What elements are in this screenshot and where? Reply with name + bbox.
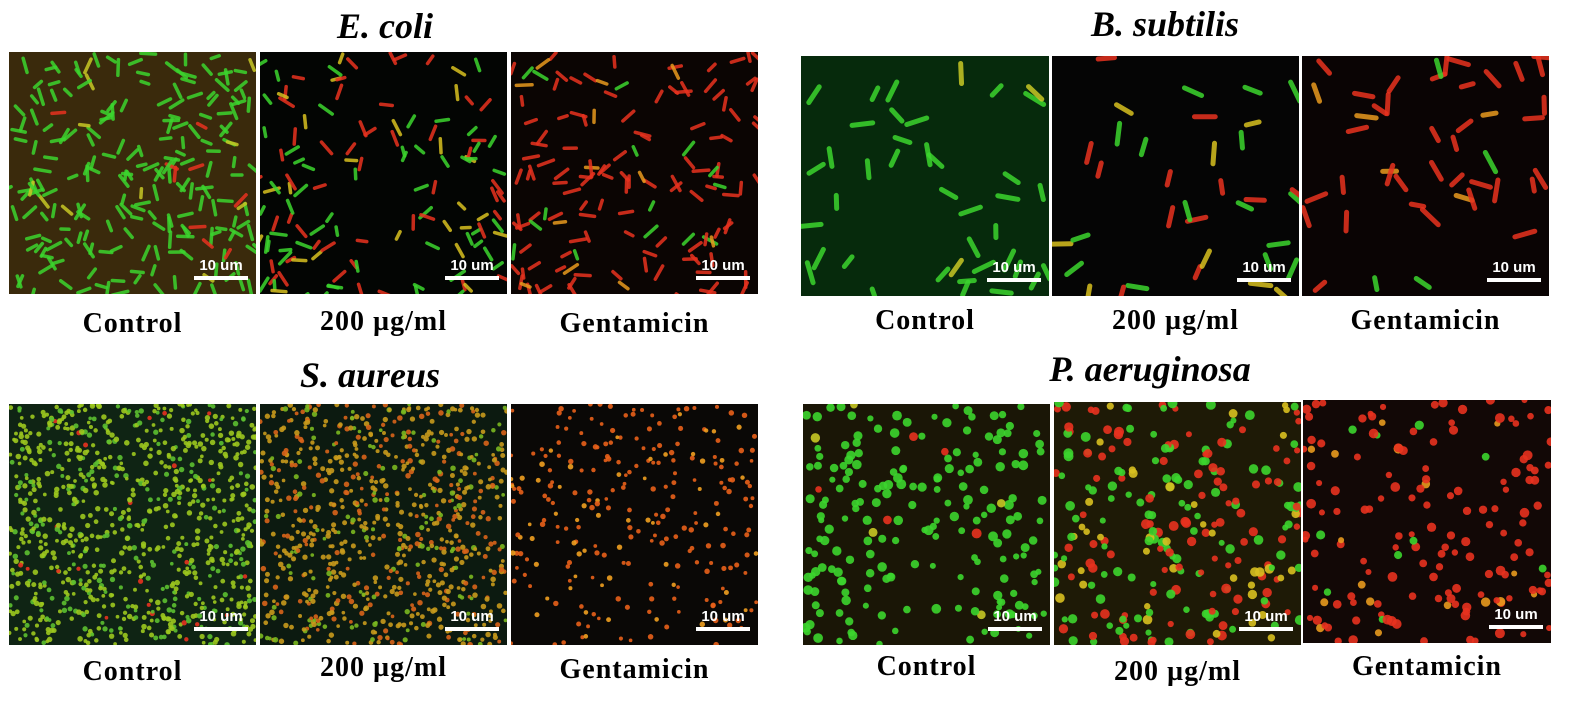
caption-e-coli-control: Control (82, 308, 183, 339)
scale-bar-line (1489, 625, 1543, 629)
micrograph-image (260, 404, 507, 645)
group-title-p-aeruginosa: P. aeruginosa (1049, 349, 1251, 389)
caption-e-coli-200: 200 µg/ml (319, 306, 447, 337)
micrograph-image (803, 404, 1050, 645)
scale-bar-label: 10 um (992, 259, 1036, 276)
scale-bar-label: 10 um (993, 608, 1037, 625)
scale-bar: 10 um (1487, 260, 1541, 286)
micrograph-image (9, 404, 256, 645)
micrograph-image (511, 52, 758, 294)
scale-bar-line (445, 627, 499, 631)
scale-bar-line (194, 276, 248, 280)
group-title-s-aureus: S. aureus (299, 355, 441, 395)
scale-bar-label: 10 um (1492, 259, 1536, 276)
scale-bar-label: 10 um (701, 257, 745, 274)
micrograph-image (801, 56, 1049, 296)
micrograph-image (511, 404, 758, 645)
micrograph-image (1054, 402, 1301, 645)
caption-p-aeruginosa-200: 200 µg/ml (1113, 656, 1241, 687)
micrograph-e-coli-gentamicin: 10 um (511, 52, 758, 294)
scale-bar: 10 um (696, 609, 750, 635)
scale-bar: 10 um (696, 258, 750, 284)
scale-bar-label: 10 um (1494, 606, 1538, 623)
caption-s-aureus-control: Control (82, 656, 183, 687)
scale-bar-line (1487, 278, 1541, 282)
scale-bar-label: 10 um (199, 257, 243, 274)
micrograph-e-coli-200: 10 um (260, 52, 507, 294)
group-title-e-coli: E. coli (337, 6, 433, 46)
group-title-b-subtilis: B. subtilis (1090, 4, 1240, 44)
scale-bar-label: 10 um (701, 608, 745, 625)
micrograph-s-aureus-200: 10 um (260, 404, 507, 645)
caption-s-aureus-200: 200 µg/ml (319, 652, 447, 683)
scale-bar-line (1239, 627, 1293, 631)
scale-bar: 10 um (988, 609, 1042, 635)
micrograph-e-coli-control: 10 um (9, 52, 256, 294)
scale-bar-line (696, 627, 750, 631)
micrograph-image (9, 52, 256, 294)
micrograph-p-aeruginosa-200: 10 um (1054, 402, 1301, 645)
scale-bar: 10 um (1489, 607, 1543, 633)
scale-bar-label: 10 um (1244, 608, 1288, 625)
scale-bar-line (1237, 278, 1291, 282)
micrograph-s-aureus-control: 10 um (9, 404, 256, 645)
scale-bar: 10 um (445, 258, 499, 284)
scale-bar: 10 um (194, 609, 248, 635)
scale-bar-label: 10 um (1242, 259, 1286, 276)
caption-b-subtilis-control: Control (875, 305, 975, 336)
scale-bar: 10 um (445, 609, 499, 635)
micrograph-s-aureus-gentamicin: 10 um (511, 404, 758, 645)
scale-bar-line (696, 276, 750, 280)
caption-b-subtilis-gentamicin: Gentamicin (1350, 305, 1501, 336)
caption-p-aeruginosa-control: Control (876, 651, 977, 682)
caption-b-subtilis-200: 200 µg/ml (1111, 305, 1239, 336)
scale-bar-label: 10 um (199, 608, 243, 625)
scale-bar: 10 um (1237, 260, 1291, 286)
scale-bar-line (445, 276, 499, 280)
micrograph-image (1303, 400, 1551, 643)
scale-bar-line (988, 627, 1042, 631)
scale-bar: 10 um (987, 260, 1041, 286)
caption-s-aureus-gentamicin: Gentamicin (559, 654, 710, 685)
micrograph-p-aeruginosa-gentamicin: 10 um (1303, 400, 1551, 643)
scale-bar: 10 um (194, 258, 248, 284)
micrograph-image (260, 52, 507, 294)
micrograph-b-subtilis-200: 10 um (1052, 56, 1299, 296)
micrograph-b-subtilis-gentamicin: 10 um (1302, 56, 1549, 296)
micrograph-p-aeruginosa-control: 10 um (803, 404, 1050, 645)
micrograph-image (1052, 56, 1299, 296)
scale-bar-label: 10 um (450, 257, 494, 274)
scale-bar-line (194, 627, 248, 631)
caption-e-coli-gentamicin: Gentamicin (559, 308, 710, 339)
caption-p-aeruginosa-gentamicin: Gentamicin (1352, 651, 1502, 682)
micrograph-image (1302, 56, 1549, 296)
scale-bar-label: 10 um (450, 608, 494, 625)
scale-bar: 10 um (1239, 609, 1293, 635)
scale-bar-line (987, 278, 1041, 282)
micrograph-b-subtilis-control: 10 um (801, 56, 1049, 296)
